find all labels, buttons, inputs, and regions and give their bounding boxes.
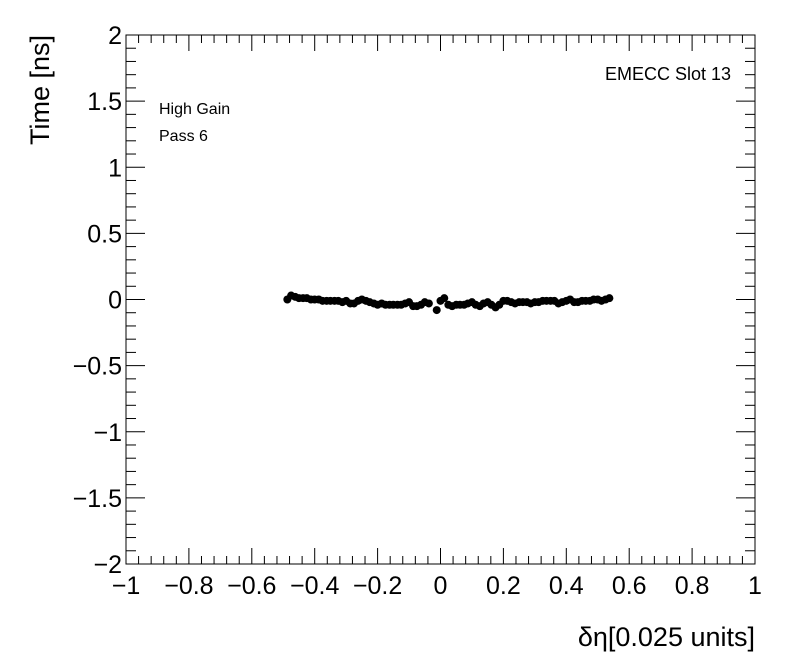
pass-annotation: Pass 6 bbox=[159, 128, 208, 145]
y-axis-title: Time [ns] bbox=[25, 35, 55, 145]
x-tick-label: −0.4 bbox=[290, 572, 339, 600]
data-point bbox=[432, 306, 441, 315]
x-tick-label: −0.6 bbox=[227, 572, 276, 600]
x-tick-label: −0.8 bbox=[164, 572, 213, 600]
x-tick-label: 0.4 bbox=[549, 572, 584, 600]
axis-ticks bbox=[125, 34, 756, 565]
x-tick-label: 1 bbox=[748, 572, 762, 600]
x-tick-label: 0 bbox=[434, 572, 448, 600]
data-point bbox=[605, 294, 614, 303]
y-tick-label: 1.5 bbox=[87, 88, 122, 116]
y-tick-label: −0.5 bbox=[73, 353, 122, 381]
x-tick-label: −1 bbox=[112, 572, 141, 600]
x-tick-label: 0.8 bbox=[675, 572, 710, 600]
data-point bbox=[424, 299, 433, 308]
y-tick-label: −2 bbox=[93, 551, 122, 579]
y-tick-label: 2 bbox=[108, 22, 122, 50]
y-tick-label: 1 bbox=[108, 154, 122, 182]
data-point bbox=[440, 294, 449, 303]
y-tick-label: −1.5 bbox=[73, 485, 122, 513]
x-tick-label: 0.2 bbox=[486, 572, 521, 600]
slot-annotation: EMECC Slot 13 bbox=[605, 64, 731, 84]
data-points bbox=[283, 291, 614, 315]
gain-annotation: High Gain bbox=[159, 101, 230, 118]
y-tick-labels: −2 −1.5 −1 −0.5 0 0.5 1 1.5 2 bbox=[73, 22, 122, 579]
x-tick-label: −0.2 bbox=[353, 572, 402, 600]
x-axis-title: δη[0.025 units] bbox=[578, 622, 755, 652]
x-tick-labels: −1 −0.8 −0.6 −0.4 −0.2 0 0.2 0.4 0.6 0.8 1 bbox=[112, 572, 762, 600]
y-tick-label: 0 bbox=[108, 287, 122, 315]
x-tick-label: 0.6 bbox=[612, 572, 647, 600]
y-tick-label: 0.5 bbox=[87, 220, 122, 248]
y-tick-label: −1 bbox=[93, 419, 122, 447]
